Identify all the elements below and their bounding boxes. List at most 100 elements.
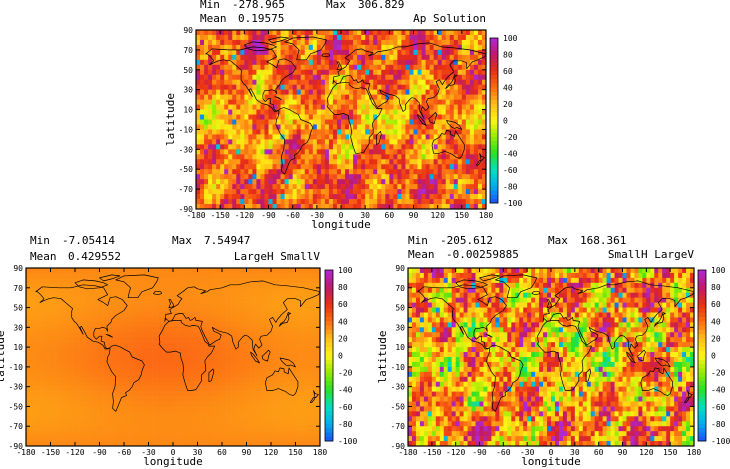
heatmap-cell — [433, 39, 438, 46]
heatmap-cell — [413, 89, 418, 95]
heatmap-cell — [224, 39, 229, 46]
heatmap-cell — [397, 44, 402, 51]
heatmap-cell — [353, 189, 358, 195]
heatmap-cell — [50, 401, 55, 407]
heatmap-cell — [465, 39, 471, 46]
heatmap-cell — [477, 99, 483, 105]
heatmap-cell — [389, 139, 394, 145]
heatmap-cell — [252, 204, 257, 210]
x-tick-label: 150 — [455, 211, 470, 220]
heatmap-cell — [336, 134, 342, 140]
heatmap-cell — [148, 416, 153, 422]
heatmap-cell — [144, 361, 149, 368]
heatmap-cell — [307, 361, 313, 368]
heatmap-cell — [291, 401, 296, 407]
heatmap-cell — [124, 292, 129, 298]
heatmap-cell — [453, 129, 459, 135]
heatmap-cell — [266, 307, 272, 313]
heatmap-cell — [160, 317, 166, 323]
heatmap-cell — [308, 179, 314, 185]
heatmap-cell — [328, 59, 334, 66]
heatmap-cell — [204, 164, 209, 170]
heatmap-cell — [128, 297, 133, 303]
heatmap-cell — [128, 371, 133, 378]
heatmap-cell — [279, 332, 284, 338]
heatmap-cell — [246, 332, 251, 338]
heatmap-cell — [103, 317, 108, 323]
heatmap-cell — [417, 199, 422, 205]
heatmap-cell — [473, 104, 479, 110]
heatmap-cell — [283, 347, 288, 353]
heatmap-cell — [365, 59, 370, 66]
heatmap-cell — [30, 282, 35, 289]
heatmap-cell — [393, 159, 398, 165]
heatmap-cell — [262, 282, 268, 289]
heatmap-cell — [236, 30, 241, 36]
heatmap-cell — [288, 134, 293, 140]
heatmap-cell — [87, 312, 92, 318]
heatmap-cell — [168, 312, 174, 318]
heatmap-cell — [473, 129, 479, 135]
heatmap-cell — [365, 74, 370, 81]
heatmap-cell — [393, 59, 398, 66]
heatmap-cell — [373, 134, 378, 140]
heatmap-cell — [271, 268, 276, 274]
heatmap-cell — [240, 184, 245, 190]
heatmap-cell — [136, 391, 141, 397]
heatmap-cell — [271, 317, 276, 323]
heatmap-cell — [336, 89, 342, 95]
heatmap-cell — [473, 39, 479, 46]
heatmap-cell — [417, 129, 422, 135]
heatmap-cell — [264, 144, 269, 150]
heatmap-cell — [42, 282, 47, 289]
heatmap-cell — [393, 49, 398, 56]
heatmap-cell — [50, 366, 55, 373]
heatmap-cell — [369, 194, 374, 200]
heatmap-cell — [429, 154, 434, 160]
heatmap-cell — [216, 44, 221, 51]
heatmap-cell — [353, 119, 358, 125]
heatmap-cell — [324, 204, 330, 210]
heatmap-cell — [140, 272, 145, 279]
heatmap-cell — [200, 94, 205, 100]
heatmap-cell — [433, 109, 438, 115]
heatmap-cell — [208, 89, 213, 95]
heatmap-cell — [311, 396, 317, 402]
heatmap-cell — [83, 322, 88, 328]
heatmap-cell — [284, 124, 289, 130]
heatmap-cell — [315, 322, 321, 328]
heatmap-cell — [307, 332, 313, 338]
heatmap-cell — [345, 174, 350, 180]
heatmap-cell — [91, 411, 96, 417]
heatmap-cell — [373, 30, 378, 36]
heatmap-cell — [254, 386, 260, 392]
heatmap-cell — [316, 54, 322, 61]
heatmap-cell — [99, 416, 104, 422]
heatmap-cell — [238, 327, 243, 333]
heatmap-cell — [128, 406, 133, 412]
heatmap-cell — [250, 357, 255, 363]
heatmap-cell — [256, 69, 261, 76]
heatmap-cell — [316, 30, 322, 36]
heatmap-cell — [461, 164, 467, 170]
heatmap-cell — [336, 79, 342, 85]
heatmap-cell — [256, 54, 261, 61]
heatmap-cell — [46, 401, 51, 407]
heatmap-cell — [132, 357, 137, 363]
heatmap-cell — [429, 30, 434, 36]
heatmap-cell — [254, 352, 260, 358]
heatmap-cell — [473, 194, 479, 200]
heatmap-cell — [320, 109, 326, 115]
heatmap-cell — [357, 89, 362, 95]
heatmap-cell — [385, 189, 390, 195]
heatmap-cell — [66, 332, 72, 338]
heatmap-cell — [481, 124, 487, 130]
heatmap-cell — [457, 144, 463, 150]
heatmap-cell — [345, 84, 350, 90]
heatmap-cell — [465, 204, 471, 210]
heatmap-cell — [284, 174, 289, 180]
heatmap-cell — [205, 332, 211, 338]
heatmap-cell — [99, 386, 104, 392]
heatmap-cell — [425, 69, 430, 76]
heatmap-cell — [242, 332, 247, 338]
